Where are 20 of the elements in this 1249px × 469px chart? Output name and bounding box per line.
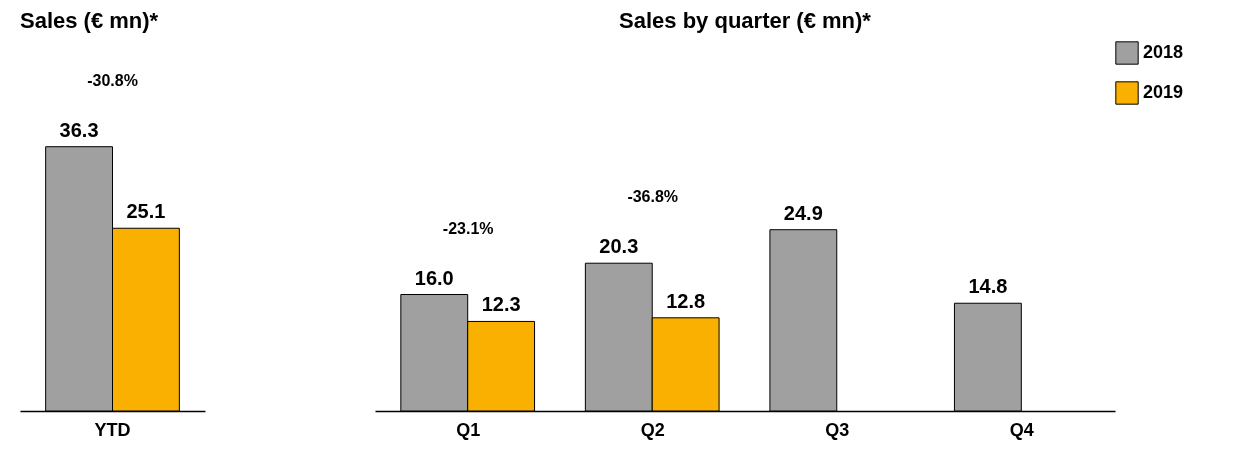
data-label: 16.0 (414, 266, 454, 289)
data-label: 24.9 (783, 201, 823, 224)
chart-title: Sales by quarter (€ mn)* (619, 8, 872, 33)
data-label: 25.1 (126, 200, 166, 223)
annotation: -23.1% (442, 219, 494, 237)
data-label: 12.3 (481, 293, 521, 316)
text: -30.8% (87, 71, 138, 89)
x-tick-label: Q4 (1009, 419, 1034, 440)
data-label: 14.8 (968, 275, 1008, 298)
data-label: 36.3 (59, 118, 99, 141)
data-label: 20.3 (599, 235, 639, 258)
x-tick-label: Q3 (825, 419, 850, 440)
legend-label: 2019 (1143, 82, 1184, 102)
legend-label: 2018 (1143, 42, 1184, 62)
x-tick-label: Q1 (456, 419, 481, 440)
x-tick-label: Q2 (640, 419, 665, 440)
text: -36.8% (627, 188, 679, 206)
data-label: 12.8 (666, 289, 706, 312)
x-tick-label: YTD (94, 419, 131, 440)
chart-title: Sales (€ mn)* (20, 8, 159, 33)
